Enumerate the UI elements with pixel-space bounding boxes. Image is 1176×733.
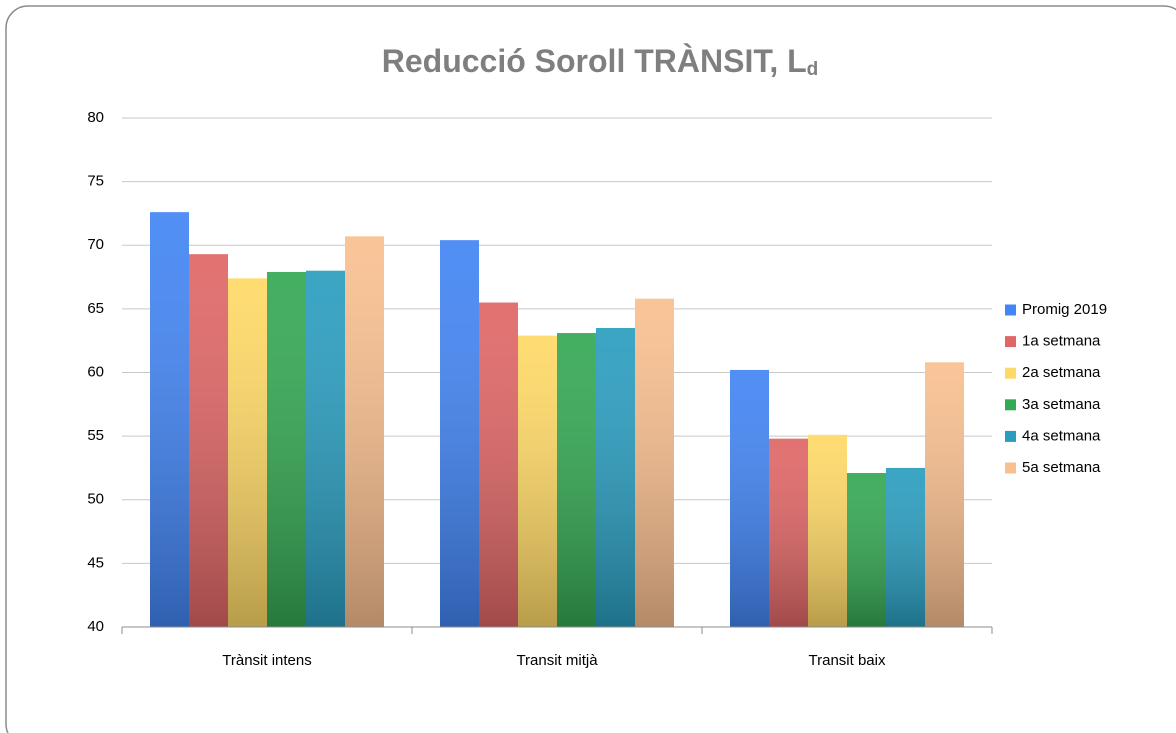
y-tick-label: 65 bbox=[87, 300, 104, 317]
bar-shade bbox=[518, 335, 557, 627]
legend-label: 4a setmana bbox=[1022, 427, 1101, 444]
bar-shade bbox=[925, 362, 964, 627]
bar-shade bbox=[769, 438, 808, 627]
bar-shade bbox=[635, 298, 674, 627]
bar-shade bbox=[479, 302, 518, 627]
y-tick-label: 70 bbox=[87, 236, 104, 253]
title-main: Reducció Soroll TRÀNSIT, L bbox=[382, 43, 807, 79]
bar-shade bbox=[267, 271, 306, 627]
legend-swatch bbox=[1005, 430, 1016, 442]
bar-shade bbox=[730, 369, 769, 627]
legend-swatch bbox=[1005, 462, 1016, 474]
bar-shade bbox=[557, 333, 596, 627]
legend-label: Promig 2019 bbox=[1022, 301, 1107, 318]
bar-shade bbox=[150, 212, 189, 628]
y-tick-label: 45 bbox=[87, 554, 104, 571]
legend-label: 3a setmana bbox=[1022, 396, 1101, 413]
bar-shade bbox=[596, 327, 635, 627]
legend-swatch bbox=[1005, 367, 1016, 379]
legend-label: 1a setmana bbox=[1022, 333, 1101, 350]
bar-shade bbox=[306, 270, 345, 627]
bar-shade bbox=[189, 254, 228, 627]
y-tick-label: 80 bbox=[87, 109, 104, 126]
bar-shade bbox=[228, 278, 267, 627]
legend-swatch bbox=[1005, 304, 1016, 316]
title-subscript: d bbox=[807, 59, 819, 80]
chart-title: Reducció Soroll TRÀNSIT, Ld bbox=[382, 43, 819, 80]
x-tick-label: Transit baix bbox=[809, 652, 886, 669]
y-tick-label: 50 bbox=[87, 491, 104, 508]
y-tick-label: 75 bbox=[87, 173, 104, 190]
legend-label: 5a setmana bbox=[1022, 459, 1101, 476]
bar-shade bbox=[345, 236, 384, 627]
legend-swatch bbox=[1005, 399, 1016, 411]
bar-shade bbox=[440, 240, 479, 627]
y-tick-label: 40 bbox=[87, 618, 104, 635]
bar-shade bbox=[886, 467, 925, 627]
bar-shade bbox=[808, 434, 847, 627]
legend-label: 2a setmana bbox=[1022, 364, 1101, 381]
y-tick-label: 55 bbox=[87, 427, 104, 444]
y-tick-label: 60 bbox=[87, 363, 104, 380]
x-tick-label: Transit mitjà bbox=[516, 652, 598, 669]
legend-swatch bbox=[1005, 336, 1016, 348]
x-tick-label: Trànsit intens bbox=[222, 652, 311, 669]
bar-shade bbox=[847, 473, 886, 627]
